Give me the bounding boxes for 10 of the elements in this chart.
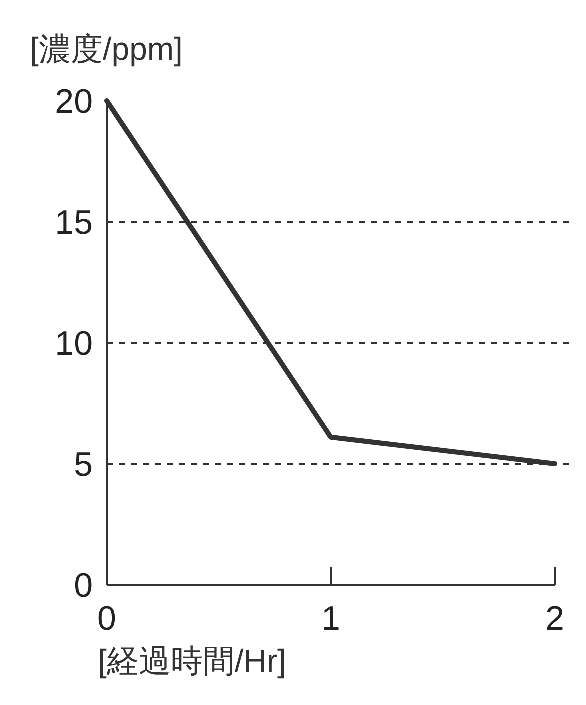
y-tick-label: 0 [74,566,93,605]
y-tick-label: 20 [55,82,93,121]
y-axis-title: [濃度/ppm] [30,31,183,67]
x-tick-label: 2 [546,600,564,638]
y-tick-label: 10 [55,324,93,363]
y-tick-label: 15 [55,204,93,242]
x-tick-label: 0 [98,600,116,638]
x-axis-title: [経過時間/Hr] [98,643,286,679]
x-tick-label: 1 [322,600,340,638]
y-tick-label: 5 [74,446,93,484]
